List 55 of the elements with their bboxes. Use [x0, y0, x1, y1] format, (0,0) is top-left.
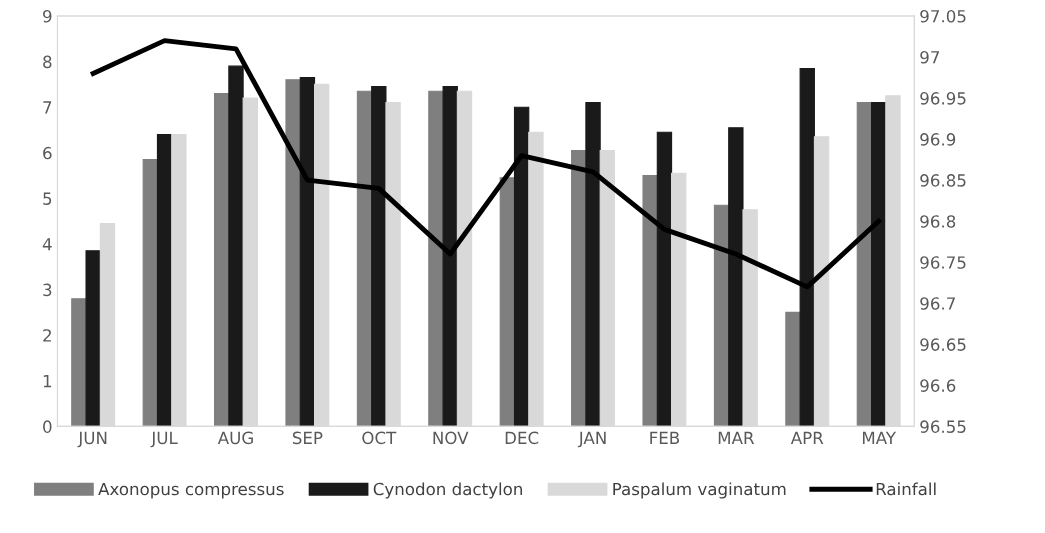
y-tick-label: 4 [42, 238, 52, 251]
y2-tick-label: 96.6 [920, 379, 956, 392]
bar [371, 86, 387, 427]
y2-tick-label: 96.7 [920, 297, 955, 310]
x-tick-label: MAY [862, 431, 897, 444]
legend-label: Paspalum vaginatum [613, 482, 786, 499]
y-tick-label: 6 [43, 146, 52, 160]
y2-tick-label: 96.8 [920, 215, 956, 228]
y-tick-label: 3 [43, 283, 52, 297]
x-tick-label: JUN [77, 431, 107, 448]
x-tick-label: OCT [362, 431, 397, 445]
x-tick-label: DEC [505, 431, 539, 445]
bar [71, 298, 87, 427]
x-tick-label: MAR [718, 431, 755, 444]
bar [728, 127, 744, 427]
y-tick-label: 5 [43, 192, 52, 205]
y-tick-label: 8 [43, 55, 52, 69]
x-tick-label: APR [790, 431, 824, 444]
x-tick-label: FEB [650, 431, 680, 444]
bar [785, 311, 801, 427]
y2-tick-label: 96.55 [920, 420, 966, 433]
y2-tick-label: 96.75 [920, 256, 966, 269]
bar [656, 131, 673, 427]
legend-label: Cynodon dactylon [373, 482, 522, 499]
bar [214, 92, 230, 427]
y-tick-label: 0 [43, 420, 52, 433]
legend-label: Axonopus compressus [98, 482, 284, 499]
x-tick-label: NOV [433, 431, 469, 445]
line-series [90, 38, 882, 290]
y-tick-label: 1 [43, 374, 52, 388]
bar [228, 65, 244, 427]
y2-tick-label: 97.05 [920, 9, 966, 23]
bar [799, 67, 815, 427]
legend-label: Rainfall [876, 482, 936, 496]
y2-tick-label: 96.95 [920, 92, 966, 105]
bar [156, 133, 173, 427]
x-tick-label: JAN [577, 431, 606, 448]
y2-tick-label: 96.65 [920, 338, 966, 351]
y-tick-label: 7 [43, 101, 52, 114]
y-tick-label: 9 [43, 9, 52, 23]
bar [85, 250, 101, 427]
y2-tick-label: 96.9 [920, 133, 956, 146]
y2-tick-label: 97 [920, 50, 940, 64]
bar [870, 102, 887, 427]
bar [499, 177, 516, 427]
bar [642, 175, 658, 427]
x-tick-label: SEP [292, 431, 323, 445]
bar [585, 102, 601, 427]
x-tick-label: JUL [150, 431, 178, 448]
y2-tick-label: 96.85 [920, 174, 966, 187]
x-tick-label: AUG [217, 431, 253, 445]
bar [442, 86, 458, 427]
bar [142, 159, 159, 427]
bar [285, 79, 301, 427]
y-tick-label: 2 [43, 329, 51, 342]
